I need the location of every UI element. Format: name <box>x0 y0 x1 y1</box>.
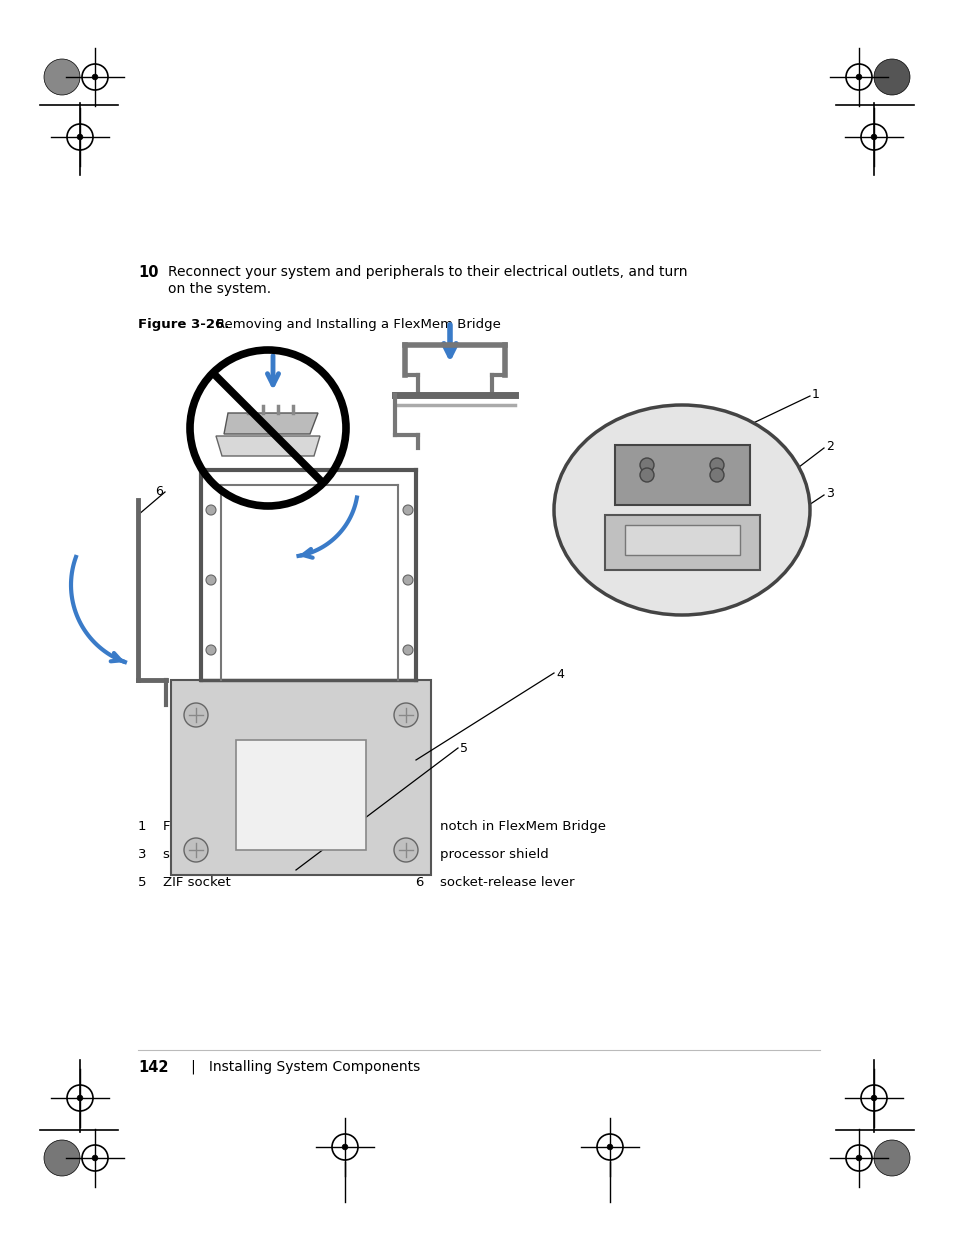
Circle shape <box>44 59 80 95</box>
Circle shape <box>855 1155 861 1161</box>
Circle shape <box>394 839 417 862</box>
Text: notch in FlexMem Bridge: notch in FlexMem Bridge <box>439 820 605 832</box>
Circle shape <box>206 645 215 655</box>
Circle shape <box>873 59 909 95</box>
Circle shape <box>402 645 413 655</box>
Text: socket-release lever: socket-release lever <box>439 876 574 889</box>
Circle shape <box>870 1095 876 1100</box>
Ellipse shape <box>554 405 809 615</box>
Text: 1: 1 <box>138 820 147 832</box>
Text: 4: 4 <box>415 848 423 861</box>
Circle shape <box>77 135 83 140</box>
Text: Reconnect your system and peripherals to their electrical outlets, and turn: Reconnect your system and peripherals to… <box>168 266 687 279</box>
Polygon shape <box>171 680 431 876</box>
Text: 6: 6 <box>154 485 163 498</box>
Circle shape <box>394 703 417 727</box>
FancyBboxPatch shape <box>604 515 760 571</box>
Text: 5: 5 <box>138 876 147 889</box>
Circle shape <box>870 135 876 140</box>
Circle shape <box>639 458 654 472</box>
Text: 1: 1 <box>811 388 819 401</box>
Text: 6: 6 <box>415 876 423 889</box>
Circle shape <box>44 1140 80 1176</box>
Text: Removing and Installing a FlexMem Bridge: Removing and Installing a FlexMem Bridge <box>215 317 500 331</box>
Text: |   Installing System Components: | Installing System Components <box>178 1060 420 1074</box>
Polygon shape <box>224 412 317 433</box>
Circle shape <box>855 74 861 80</box>
Text: FlexMem Bridge: FlexMem Bridge <box>163 820 271 832</box>
Circle shape <box>92 74 98 80</box>
FancyBboxPatch shape <box>615 445 749 505</box>
Text: on the system.: on the system. <box>168 282 271 296</box>
Text: ZIF socket: ZIF socket <box>163 876 231 889</box>
Text: Figure 3-26.: Figure 3-26. <box>138 317 229 331</box>
Text: processor shield: processor shield <box>439 848 548 861</box>
Circle shape <box>342 1144 348 1150</box>
Text: 142: 142 <box>138 1060 169 1074</box>
Circle shape <box>206 576 215 585</box>
Circle shape <box>184 839 208 862</box>
Circle shape <box>184 703 208 727</box>
Text: 2: 2 <box>825 440 833 453</box>
Circle shape <box>206 505 215 515</box>
Text: 10: 10 <box>138 266 158 280</box>
Circle shape <box>77 1095 83 1100</box>
Polygon shape <box>215 436 319 456</box>
Circle shape <box>639 468 654 482</box>
Text: 3: 3 <box>138 848 147 861</box>
Circle shape <box>92 1155 98 1161</box>
FancyBboxPatch shape <box>624 525 740 555</box>
Text: 5: 5 <box>459 742 468 755</box>
Text: 4: 4 <box>556 668 563 680</box>
Text: socket key (2): socket key (2) <box>163 848 256 861</box>
Circle shape <box>402 576 413 585</box>
Polygon shape <box>235 740 366 850</box>
Text: 2: 2 <box>415 820 423 832</box>
Circle shape <box>873 1140 909 1176</box>
Circle shape <box>606 1144 612 1150</box>
Text: 3: 3 <box>825 487 833 500</box>
Circle shape <box>402 505 413 515</box>
Circle shape <box>709 468 723 482</box>
Circle shape <box>709 458 723 472</box>
